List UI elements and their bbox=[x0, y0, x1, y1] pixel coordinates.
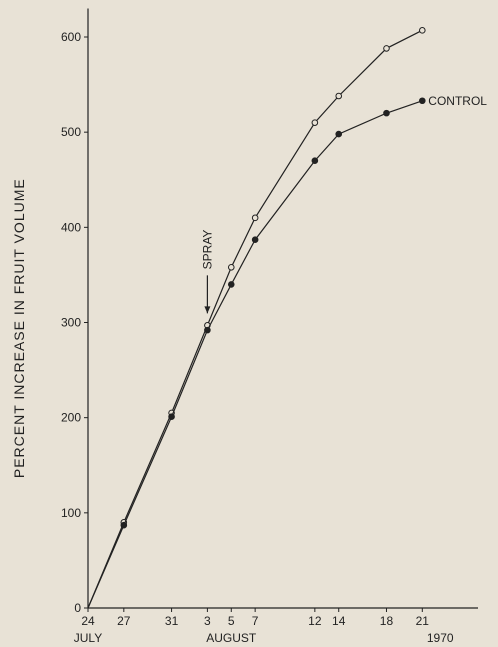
data-point-open bbox=[311, 119, 319, 126]
x-tick-label: 5 bbox=[228, 614, 235, 628]
x-tick-label: 12 bbox=[308, 614, 322, 628]
arrow-head bbox=[204, 306, 211, 314]
data-point-filled bbox=[168, 413, 175, 421]
y-axis-title: PERCENT INCREASE IN FRUIT VOLUME bbox=[11, 178, 27, 478]
x-sublabel: 1970 bbox=[427, 631, 454, 645]
data-point-open bbox=[251, 214, 259, 222]
x-tick-label: 14 bbox=[332, 614, 346, 628]
y-tick-label: 100 bbox=[61, 506, 81, 520]
x-tick-label: 18 bbox=[380, 614, 394, 628]
data-point-filled bbox=[311, 157, 319, 165]
y-tick-label: 600 bbox=[61, 30, 81, 44]
y-tick-label: 400 bbox=[61, 220, 81, 234]
series-label: CONTROL bbox=[428, 94, 487, 108]
data-point-filled bbox=[335, 130, 343, 138]
y-tick-label: 300 bbox=[61, 316, 81, 330]
series-line-open bbox=[87, 29, 423, 609]
data-point-filled bbox=[419, 97, 426, 105]
data-point-filled bbox=[251, 236, 259, 244]
series-line-filled bbox=[87, 100, 423, 609]
data-point-filled bbox=[120, 521, 128, 529]
y-tick-label: 500 bbox=[61, 125, 81, 139]
x-sublabel: JULY bbox=[74, 631, 102, 645]
x-tick-label: 24 bbox=[81, 614, 95, 628]
data-point-open bbox=[419, 27, 426, 34]
x-sublabel: AUGUST bbox=[206, 631, 257, 645]
annotation-label: SPRAY bbox=[200, 230, 214, 270]
series-layer bbox=[87, 27, 426, 609]
x-tick-label: 3 bbox=[204, 614, 211, 628]
data-point-open bbox=[335, 92, 343, 100]
x-tick-label: 31 bbox=[165, 614, 179, 628]
x-tick-label: 7 bbox=[252, 614, 259, 628]
y-tick-label: 0 bbox=[74, 601, 81, 615]
y-tick-label: 200 bbox=[61, 411, 81, 425]
data-point-filled bbox=[383, 109, 390, 117]
x-tick-label: 21 bbox=[416, 614, 430, 628]
data-point-open bbox=[227, 264, 235, 271]
data-point-filled bbox=[227, 281, 235, 288]
axes bbox=[84, 8, 478, 612]
data-point-filled bbox=[204, 326, 211, 334]
data-point-open bbox=[383, 45, 390, 52]
x-tick-label: 27 bbox=[117, 614, 131, 628]
